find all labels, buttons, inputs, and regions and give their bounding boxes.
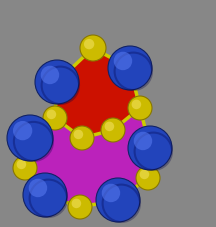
Polygon shape — [55, 48, 140, 138]
Circle shape — [71, 199, 81, 208]
Circle shape — [70, 126, 94, 150]
Circle shape — [29, 179, 47, 197]
Circle shape — [13, 156, 37, 180]
Circle shape — [13, 121, 32, 140]
Circle shape — [96, 178, 140, 222]
Circle shape — [128, 126, 172, 170]
Circle shape — [105, 122, 114, 131]
Circle shape — [128, 96, 152, 120]
Circle shape — [43, 106, 67, 130]
Circle shape — [102, 184, 120, 202]
Circle shape — [23, 173, 67, 217]
Circle shape — [7, 115, 53, 161]
Circle shape — [80, 35, 106, 61]
Circle shape — [17, 160, 26, 169]
Circle shape — [132, 100, 141, 109]
Circle shape — [108, 46, 152, 90]
Circle shape — [68, 195, 92, 219]
Circle shape — [101, 118, 125, 142]
Circle shape — [41, 66, 59, 84]
Circle shape — [47, 110, 56, 119]
Polygon shape — [25, 108, 150, 207]
Circle shape — [84, 39, 94, 49]
Circle shape — [35, 60, 79, 104]
Circle shape — [134, 132, 152, 150]
Circle shape — [114, 52, 132, 70]
Circle shape — [136, 166, 160, 190]
Circle shape — [74, 130, 83, 139]
Circle shape — [140, 170, 149, 179]
